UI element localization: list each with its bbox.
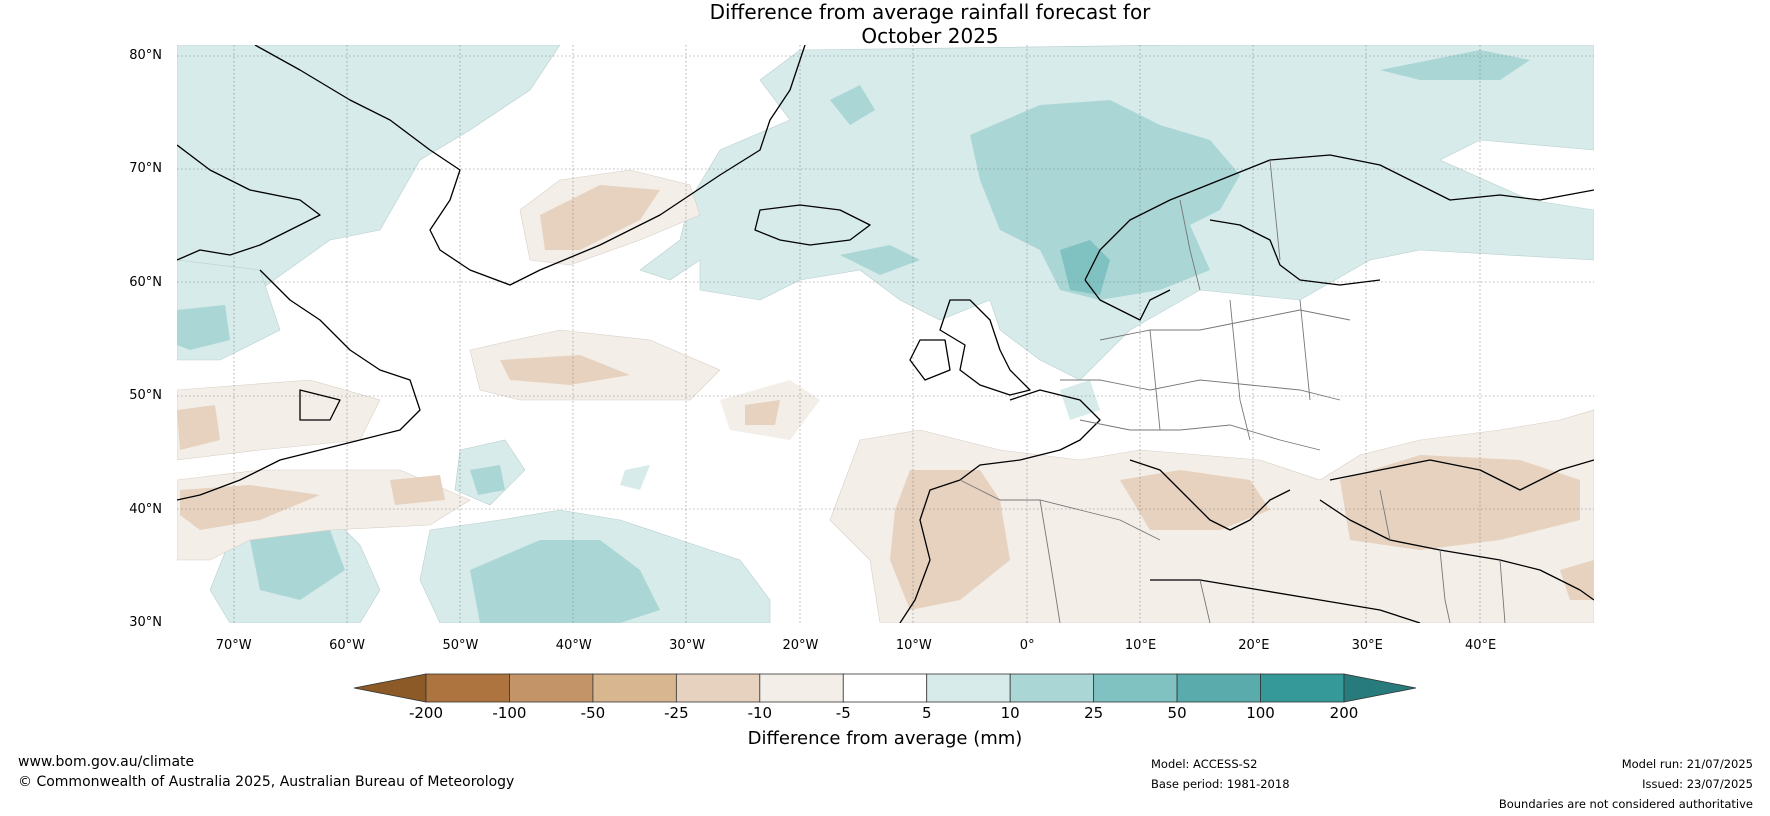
colorbar-tick-3: -25 — [664, 704, 689, 722]
colorbar-bin-2 — [592, 673, 677, 703]
chart-title: Difference from average rainfall forecas… — [0, 0, 1770, 48]
model-run: Model run: 21/07/2025 — [1621, 757, 1753, 771]
base-period: Base period: 1981-2018 — [1151, 777, 1290, 791]
model-name: Model: ACCESS-S2 — [1151, 757, 1258, 771]
colorbar-tick-7: 10 — [1000, 704, 1020, 722]
lon-label-2: 50°W — [442, 638, 479, 653]
lat-label-4: 40°N — [129, 501, 162, 517]
graticule — [177, 45, 1594, 623]
website-link[interactable]: www.bom.gov.au/climate — [18, 754, 195, 770]
colorbar-bin-6 — [926, 673, 1011, 703]
colorbar-tick-9: 50 — [1167, 704, 1187, 722]
colorbar-tick-0: -200 — [408, 704, 444, 722]
colorbar-tick-4: -10 — [747, 704, 773, 722]
wet-anomaly-regions — [177, 45, 1594, 623]
lon-label-0: 70°W — [215, 638, 252, 653]
coastlines — [177, 45, 1594, 623]
lon-label-11: 40°E — [1464, 638, 1497, 653]
colorbar-bin-5 — [842, 673, 928, 703]
lon-label-9: 20°E — [1238, 638, 1270, 653]
colorbar-bin-0 — [425, 673, 510, 703]
lat-label-1: 70°N — [129, 161, 162, 177]
colorbar-tick-2: -50 — [580, 704, 606, 722]
colorbar-bin-9 — [1176, 673, 1261, 703]
lat-label-0: 80°N — [129, 48, 162, 63]
colorbar-tick-5: -5 — [835, 704, 851, 722]
copyright-text: © Commonwealth of Australia 2025, Austra… — [18, 774, 515, 790]
colorbar-tick-8: 25 — [1084, 704, 1104, 722]
colorbar — [353, 673, 1417, 703]
colorbar-tick-11: 200 — [1329, 704, 1359, 722]
lon-label-3: 40°W — [555, 638, 592, 653]
colorbar-bin-10 — [1260, 673, 1345, 703]
dry-anomaly-regions — [177, 169, 1594, 623]
title-line1: Difference from average rainfall forecas… — [709, 0, 1151, 24]
lon-label-4: 30°W — [669, 638, 706, 653]
colorbar-extend-high — [1343, 673, 1417, 703]
lon-label-6: 10°W — [895, 638, 932, 653]
title-line2: October 2025 — [861, 24, 999, 48]
lon-label-7: 0° — [1019, 638, 1035, 653]
colorbar-bin-8 — [1093, 673, 1178, 703]
country-borders — [959, 159, 1506, 623]
lat-label-2: 60°N — [129, 274, 162, 290]
lon-label-1: 60°W — [329, 638, 365, 653]
colorbar-bin-7 — [1009, 673, 1095, 703]
boundaries-disclaimer: Boundaries are not considered authoritat… — [1498, 797, 1753, 811]
colorbar-tick-10: 100 — [1246, 704, 1275, 722]
colorbar-title: Difference from average (mm) — [747, 728, 1023, 749]
colorbar-tick-6: 5 — [921, 704, 932, 722]
issued-date: Issued: 23/07/2025 — [1642, 777, 1753, 791]
colorbar-bin-1 — [509, 673, 594, 703]
lon-label-10: 30°E — [1351, 638, 1383, 653]
colorbar-bin-4 — [759, 673, 844, 703]
lon-label-8: 10°E — [1124, 638, 1157, 653]
colorbar-extend-low — [353, 673, 427, 703]
lon-label-5: 20°W — [782, 638, 819, 653]
colorbar-bin-3 — [675, 673, 761, 703]
colorbar-tick-1: -100 — [492, 704, 527, 722]
lat-label-3: 50°N — [129, 388, 162, 404]
lat-label-5: 30°N — [129, 615, 162, 630]
